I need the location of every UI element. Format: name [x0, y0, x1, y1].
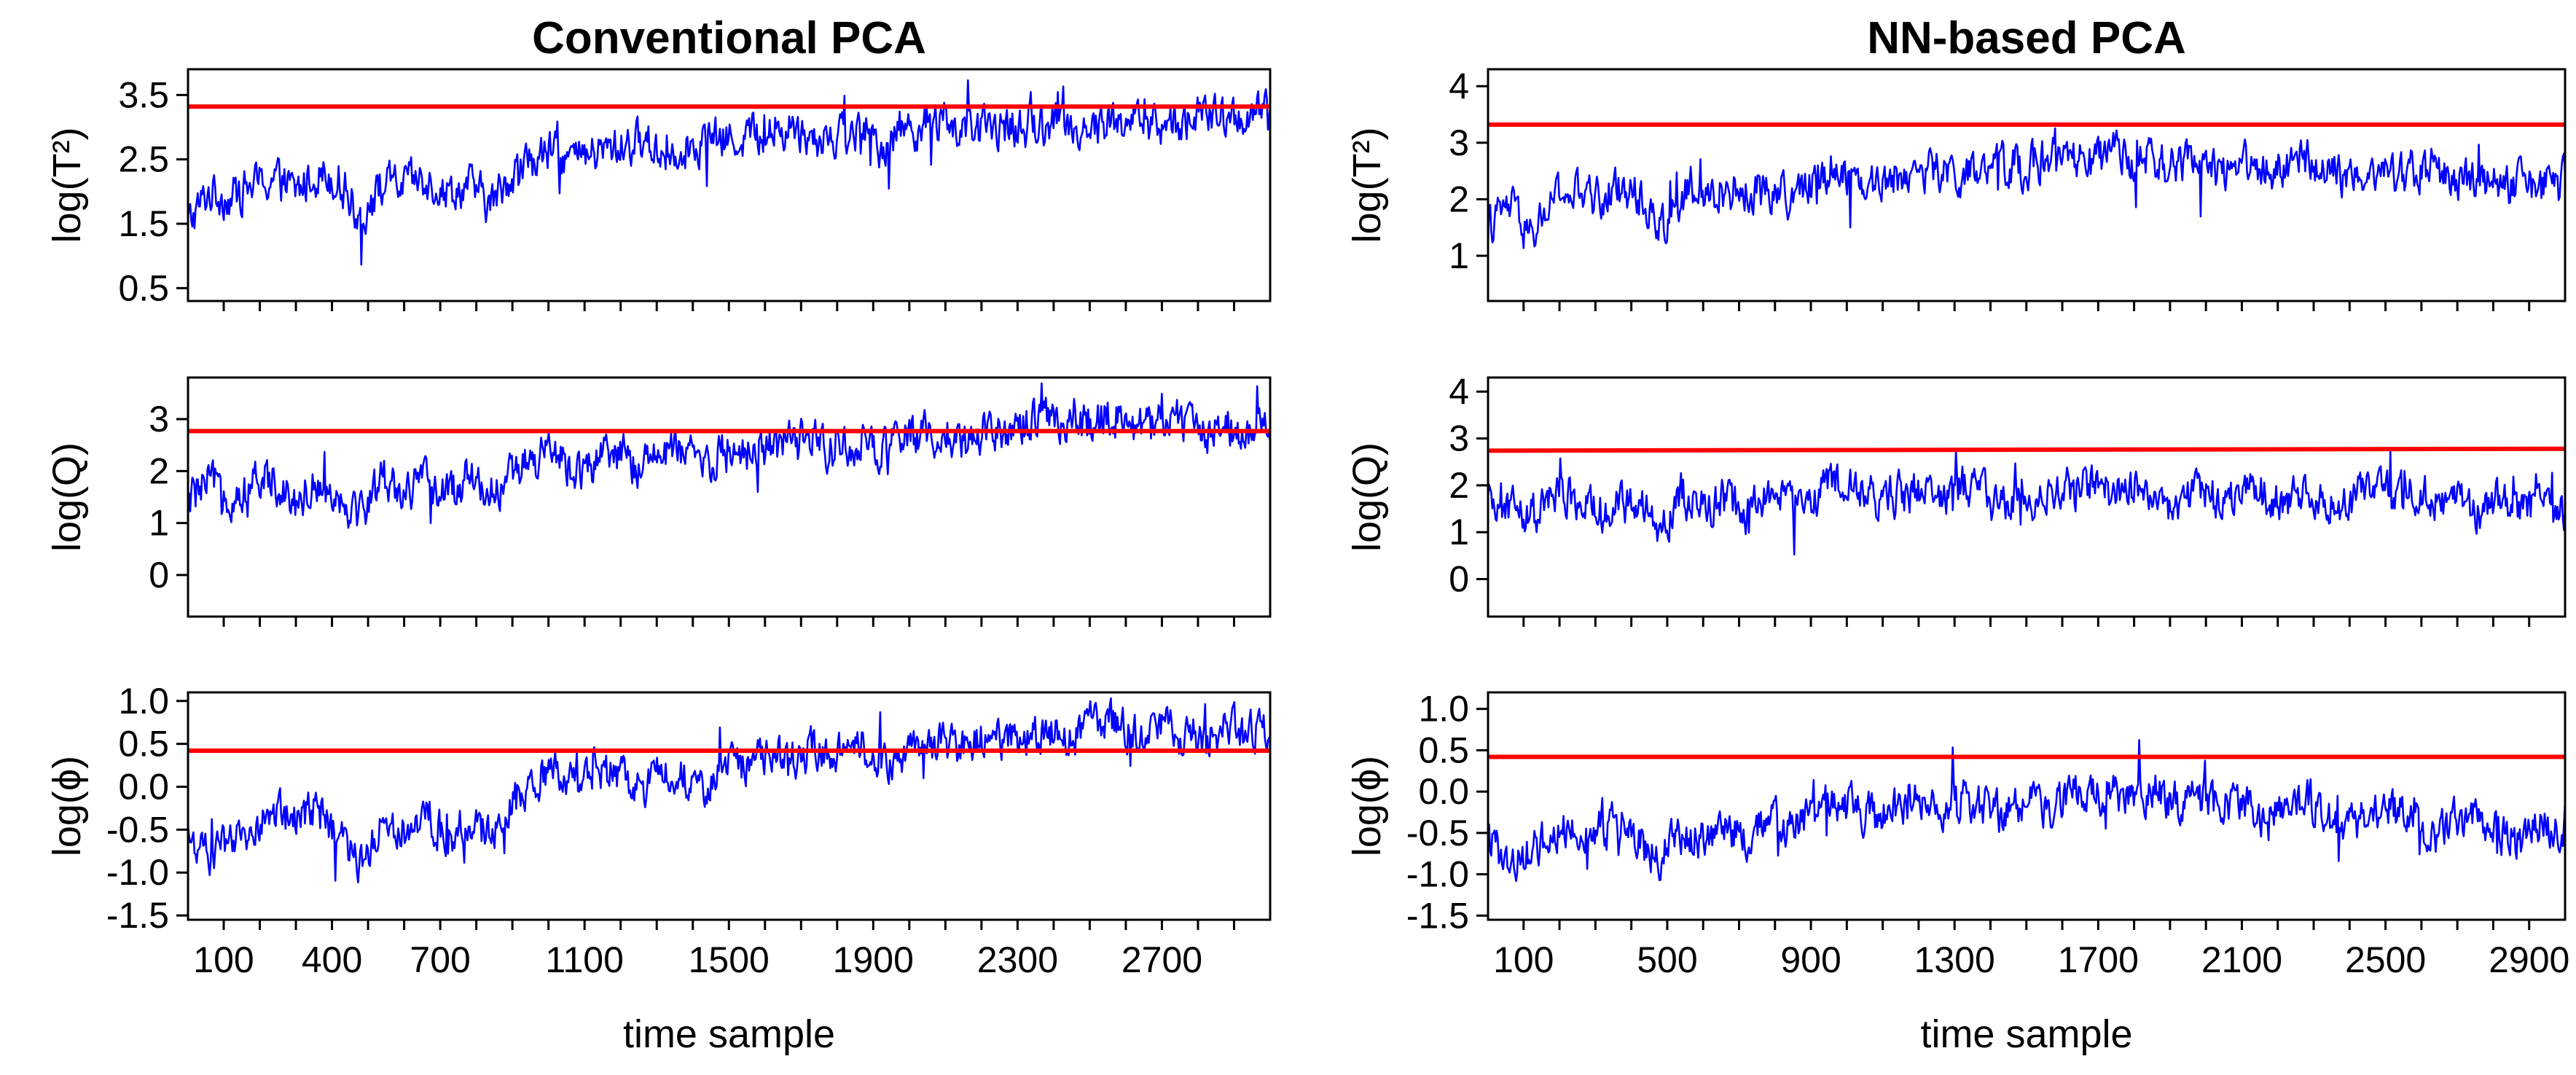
y-tick-label: 2: [149, 450, 169, 491]
y-tick-label: 4: [1449, 66, 1469, 106]
plot-frame: [187, 68, 1272, 302]
x-tick-label: 1100: [545, 939, 624, 980]
x-tick-label: 1700: [2058, 939, 2139, 980]
y-axis-label: log(Q): [45, 442, 89, 552]
x-tick-label: 2500: [2345, 939, 2426, 980]
y-tick-label: 1.5: [118, 203, 169, 244]
x-tick-label: 1300: [1914, 939, 1995, 980]
y-axis-label: log(Q): [1345, 442, 1389, 552]
y-tick-label: 2: [1449, 465, 1469, 506]
panel-2: NN-based PCA log(T²) 1 2 3 4: [1345, 13, 2567, 311]
x-tick-label: 400: [302, 939, 362, 980]
x-axis-label: time sample: [1920, 1012, 2132, 1056]
y-tick-label: 1.0: [118, 681, 169, 722]
y-tick-label: -0.5: [106, 809, 169, 850]
y-tick-label: 0.5: [1418, 730, 1469, 770]
y-tick-label: -0.5: [1406, 813, 1469, 853]
x-tick-label: 100: [193, 939, 254, 980]
y-tick-label: 1.0: [1418, 689, 1469, 730]
x-tick-label: 1500: [689, 939, 770, 980]
x-tick-label: 2300: [977, 939, 1058, 980]
y-axis-label: log(ϕ): [45, 756, 89, 856]
plot-frame: [1487, 376, 2567, 618]
y-axis-label: log(T²): [45, 128, 89, 243]
x-tick-label: 500: [1637, 939, 1697, 980]
statistic-series-line: [1488, 739, 2565, 883]
x-tick-label: 900: [1780, 939, 1841, 980]
panel-6: log(ϕ) time sample -1.5-1.0-0.50.00.51.0 10…: [1345, 689, 2569, 1056]
panel-3: log(Q) 0 1 2 3: [45, 376, 1272, 627]
statistic-series-line: [188, 697, 1270, 884]
y-tick-label: 3: [1449, 418, 1469, 459]
panel-4: log(Q) 0 1 2 3 4: [1345, 371, 2567, 627]
y-tick-label: -1.5: [1406, 895, 1469, 936]
x-tick-label: 2700: [1121, 939, 1202, 980]
x-tick-label: 2900: [2489, 939, 2569, 980]
y-tick-label: 0: [1449, 559, 1469, 600]
chart-title: Conventional PCA: [532, 13, 926, 63]
y-tick-label: 1: [1449, 512, 1469, 552]
panel-5: log(ϕ) time sample -1.5-1.0-0.50.00.51.0 10…: [45, 681, 1272, 1056]
x-tick-label: 2100: [2201, 939, 2282, 980]
panel-1: Conventional PCA log(T²) 0.5 1.5 2.5 3.5: [45, 13, 1272, 311]
y-tick-label: -1.0: [106, 852, 169, 893]
y-tick-label: 0.0: [1418, 771, 1469, 812]
statistic-series-line: [188, 382, 1270, 529]
y-tick-label: 3.5: [118, 74, 169, 115]
x-tick-label: 700: [410, 939, 470, 980]
y-tick-label: 1: [1449, 235, 1469, 276]
statistic-series-line: [1488, 450, 2565, 556]
y-tick-label: 0: [149, 555, 169, 595]
plot-frame: [187, 691, 1272, 921]
statistic-series-line: [1488, 127, 2565, 249]
y-axis-label: log(ϕ): [1345, 756, 1389, 856]
chart-title: NN-based PCA: [1867, 13, 2186, 63]
y-tick-label: 0.5: [118, 267, 169, 308]
y-tick-label: 3: [149, 399, 169, 439]
control-limit-line: [1488, 446, 2565, 453]
y-tick-label: 2.5: [118, 139, 169, 180]
y-axis-label: log(T²): [1345, 128, 1389, 243]
x-axis-label: time sample: [623, 1012, 835, 1056]
y-tick-label: 4: [1449, 371, 1469, 412]
x-tick-label: 100: [1493, 939, 1554, 980]
plot-frame: [1487, 691, 2567, 921]
y-tick-label: -1.5: [106, 895, 169, 936]
y-tick-label: 2: [1449, 179, 1469, 219]
statistic-series-line: [188, 79, 1270, 266]
y-tick-label: 0.5: [118, 724, 169, 765]
plot-frame: [187, 376, 1272, 618]
y-tick-label: 3: [1449, 122, 1469, 163]
y-tick-label: 0.0: [118, 767, 169, 808]
x-tick-label: 1900: [833, 939, 914, 980]
plot-frame: [1487, 68, 2567, 302]
y-tick-label: -1.0: [1406, 854, 1469, 895]
y-tick-label: 1: [149, 503, 169, 544]
